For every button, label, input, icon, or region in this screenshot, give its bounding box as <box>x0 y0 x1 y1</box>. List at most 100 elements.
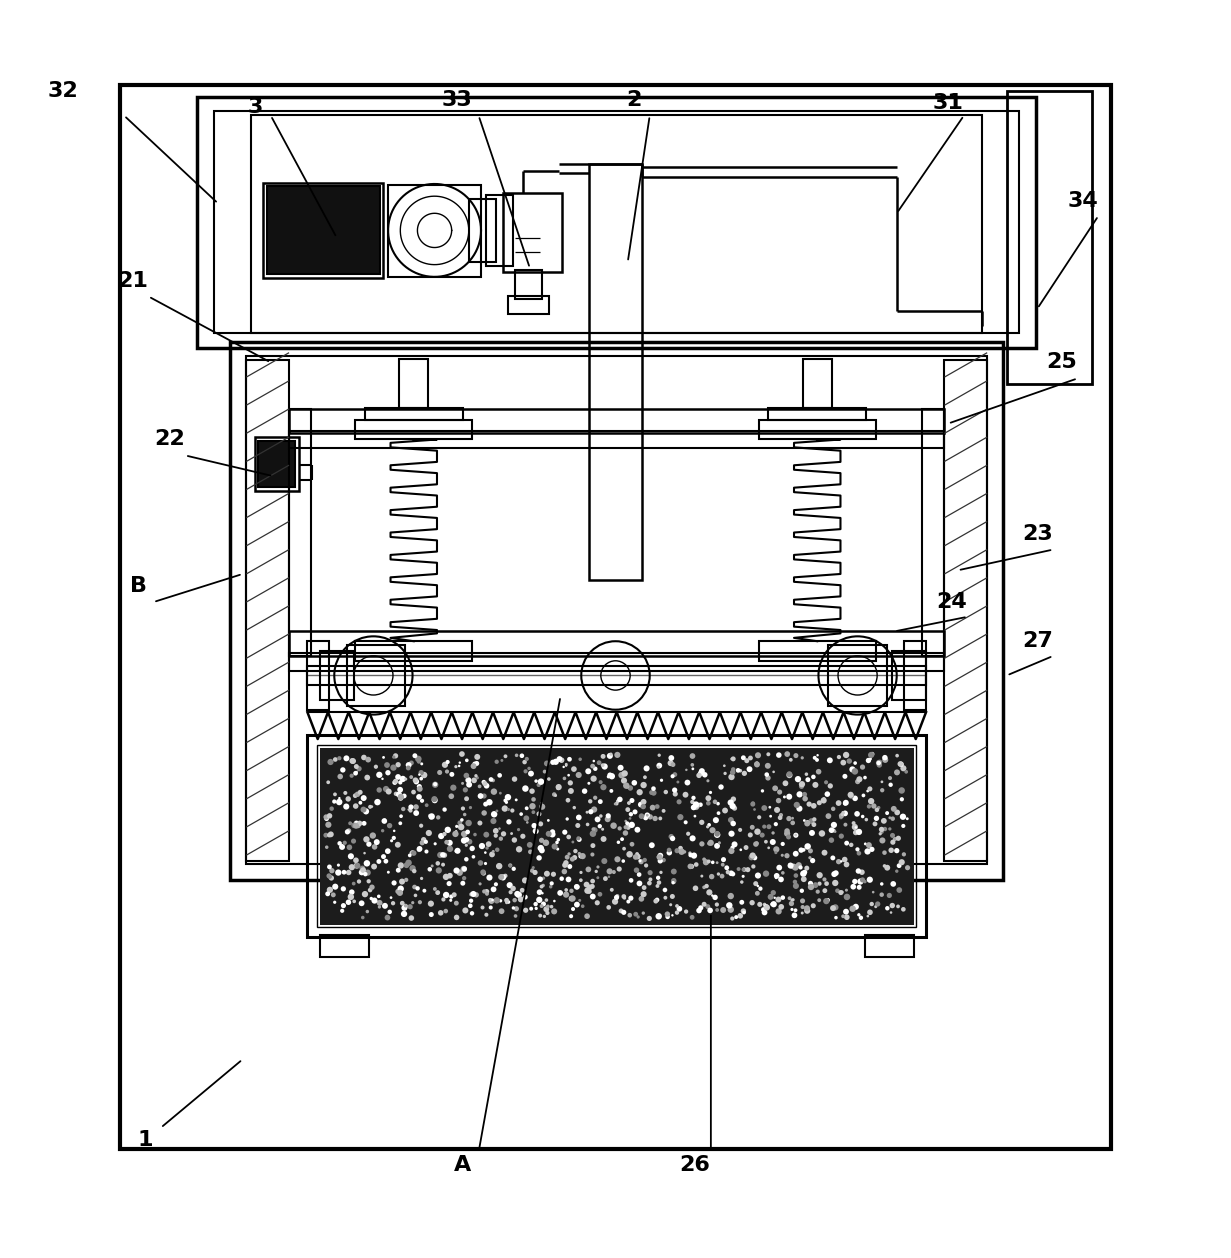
Bar <box>121 84 1110 1149</box>
Point <box>794 864 814 884</box>
Point <box>455 901 475 921</box>
Point <box>785 858 805 878</box>
Point <box>660 840 680 860</box>
Point <box>532 793 551 813</box>
Point <box>537 889 556 910</box>
Point <box>544 901 564 921</box>
Point <box>816 891 836 911</box>
Point <box>892 852 912 872</box>
Point <box>428 883 448 903</box>
Point <box>630 782 650 803</box>
Point <box>515 752 534 772</box>
Point <box>558 809 577 829</box>
Point <box>698 897 718 917</box>
Point <box>620 905 640 925</box>
Point <box>616 811 635 832</box>
Point <box>579 859 598 879</box>
Point <box>406 803 426 823</box>
Point <box>825 821 844 842</box>
Point <box>320 857 340 877</box>
Point <box>766 779 785 799</box>
Point <box>593 819 613 839</box>
Point <box>779 786 799 806</box>
Point <box>753 899 773 920</box>
Point <box>699 834 719 854</box>
Point <box>320 825 340 845</box>
Point <box>742 818 762 838</box>
Point <box>561 888 581 908</box>
Point <box>860 902 880 922</box>
Point <box>747 821 767 842</box>
Point <box>435 755 454 775</box>
Point <box>561 881 581 901</box>
Point <box>462 891 481 911</box>
Point <box>750 894 769 915</box>
Point <box>641 782 661 803</box>
Point <box>761 806 780 827</box>
Point <box>672 842 692 862</box>
Point <box>507 884 527 905</box>
Point <box>391 855 411 876</box>
Point <box>721 824 741 844</box>
Point <box>810 793 830 813</box>
Point <box>816 873 836 893</box>
Point <box>755 798 774 818</box>
Point <box>582 877 602 897</box>
Point <box>598 809 618 829</box>
Point <box>757 765 777 785</box>
Point <box>478 838 497 858</box>
Point <box>686 806 705 827</box>
Point <box>559 827 579 847</box>
Point <box>859 835 879 855</box>
Point <box>556 884 576 905</box>
Point <box>421 808 441 828</box>
Point <box>607 887 627 907</box>
Point <box>857 810 876 830</box>
Point <box>858 906 878 926</box>
Point <box>785 872 805 892</box>
Point <box>347 855 367 876</box>
Point <box>523 789 543 809</box>
Point <box>714 849 734 869</box>
Bar <box>318 745 916 927</box>
Point <box>468 747 487 767</box>
Point <box>709 803 729 823</box>
Point <box>357 767 377 788</box>
Point <box>416 842 436 862</box>
Point <box>544 785 564 805</box>
Point <box>643 798 662 818</box>
Point <box>478 884 497 905</box>
Point <box>510 839 529 859</box>
Point <box>529 848 549 868</box>
Point <box>400 800 420 820</box>
Point <box>347 784 367 804</box>
Point <box>833 803 853 823</box>
Point <box>339 820 358 840</box>
Bar <box>758 642 876 660</box>
Point <box>320 879 340 899</box>
Point <box>737 859 757 879</box>
Point <box>785 825 805 845</box>
Point <box>480 868 500 888</box>
Point <box>768 889 788 910</box>
Point <box>507 745 527 765</box>
Point <box>511 889 531 910</box>
Point <box>409 749 428 769</box>
Point <box>800 848 820 868</box>
Point <box>446 756 465 776</box>
Point <box>479 834 499 854</box>
Point <box>634 878 654 898</box>
Bar <box>364 408 463 420</box>
Point <box>575 781 595 801</box>
Point <box>454 859 474 879</box>
Point <box>393 872 412 892</box>
Point <box>761 887 780 907</box>
Point <box>825 864 844 884</box>
Point <box>708 899 728 920</box>
Point <box>707 835 726 855</box>
Point <box>410 776 430 796</box>
Point <box>446 824 465 844</box>
Point <box>703 886 723 906</box>
Text: 33: 33 <box>441 89 471 109</box>
Point <box>798 814 817 834</box>
